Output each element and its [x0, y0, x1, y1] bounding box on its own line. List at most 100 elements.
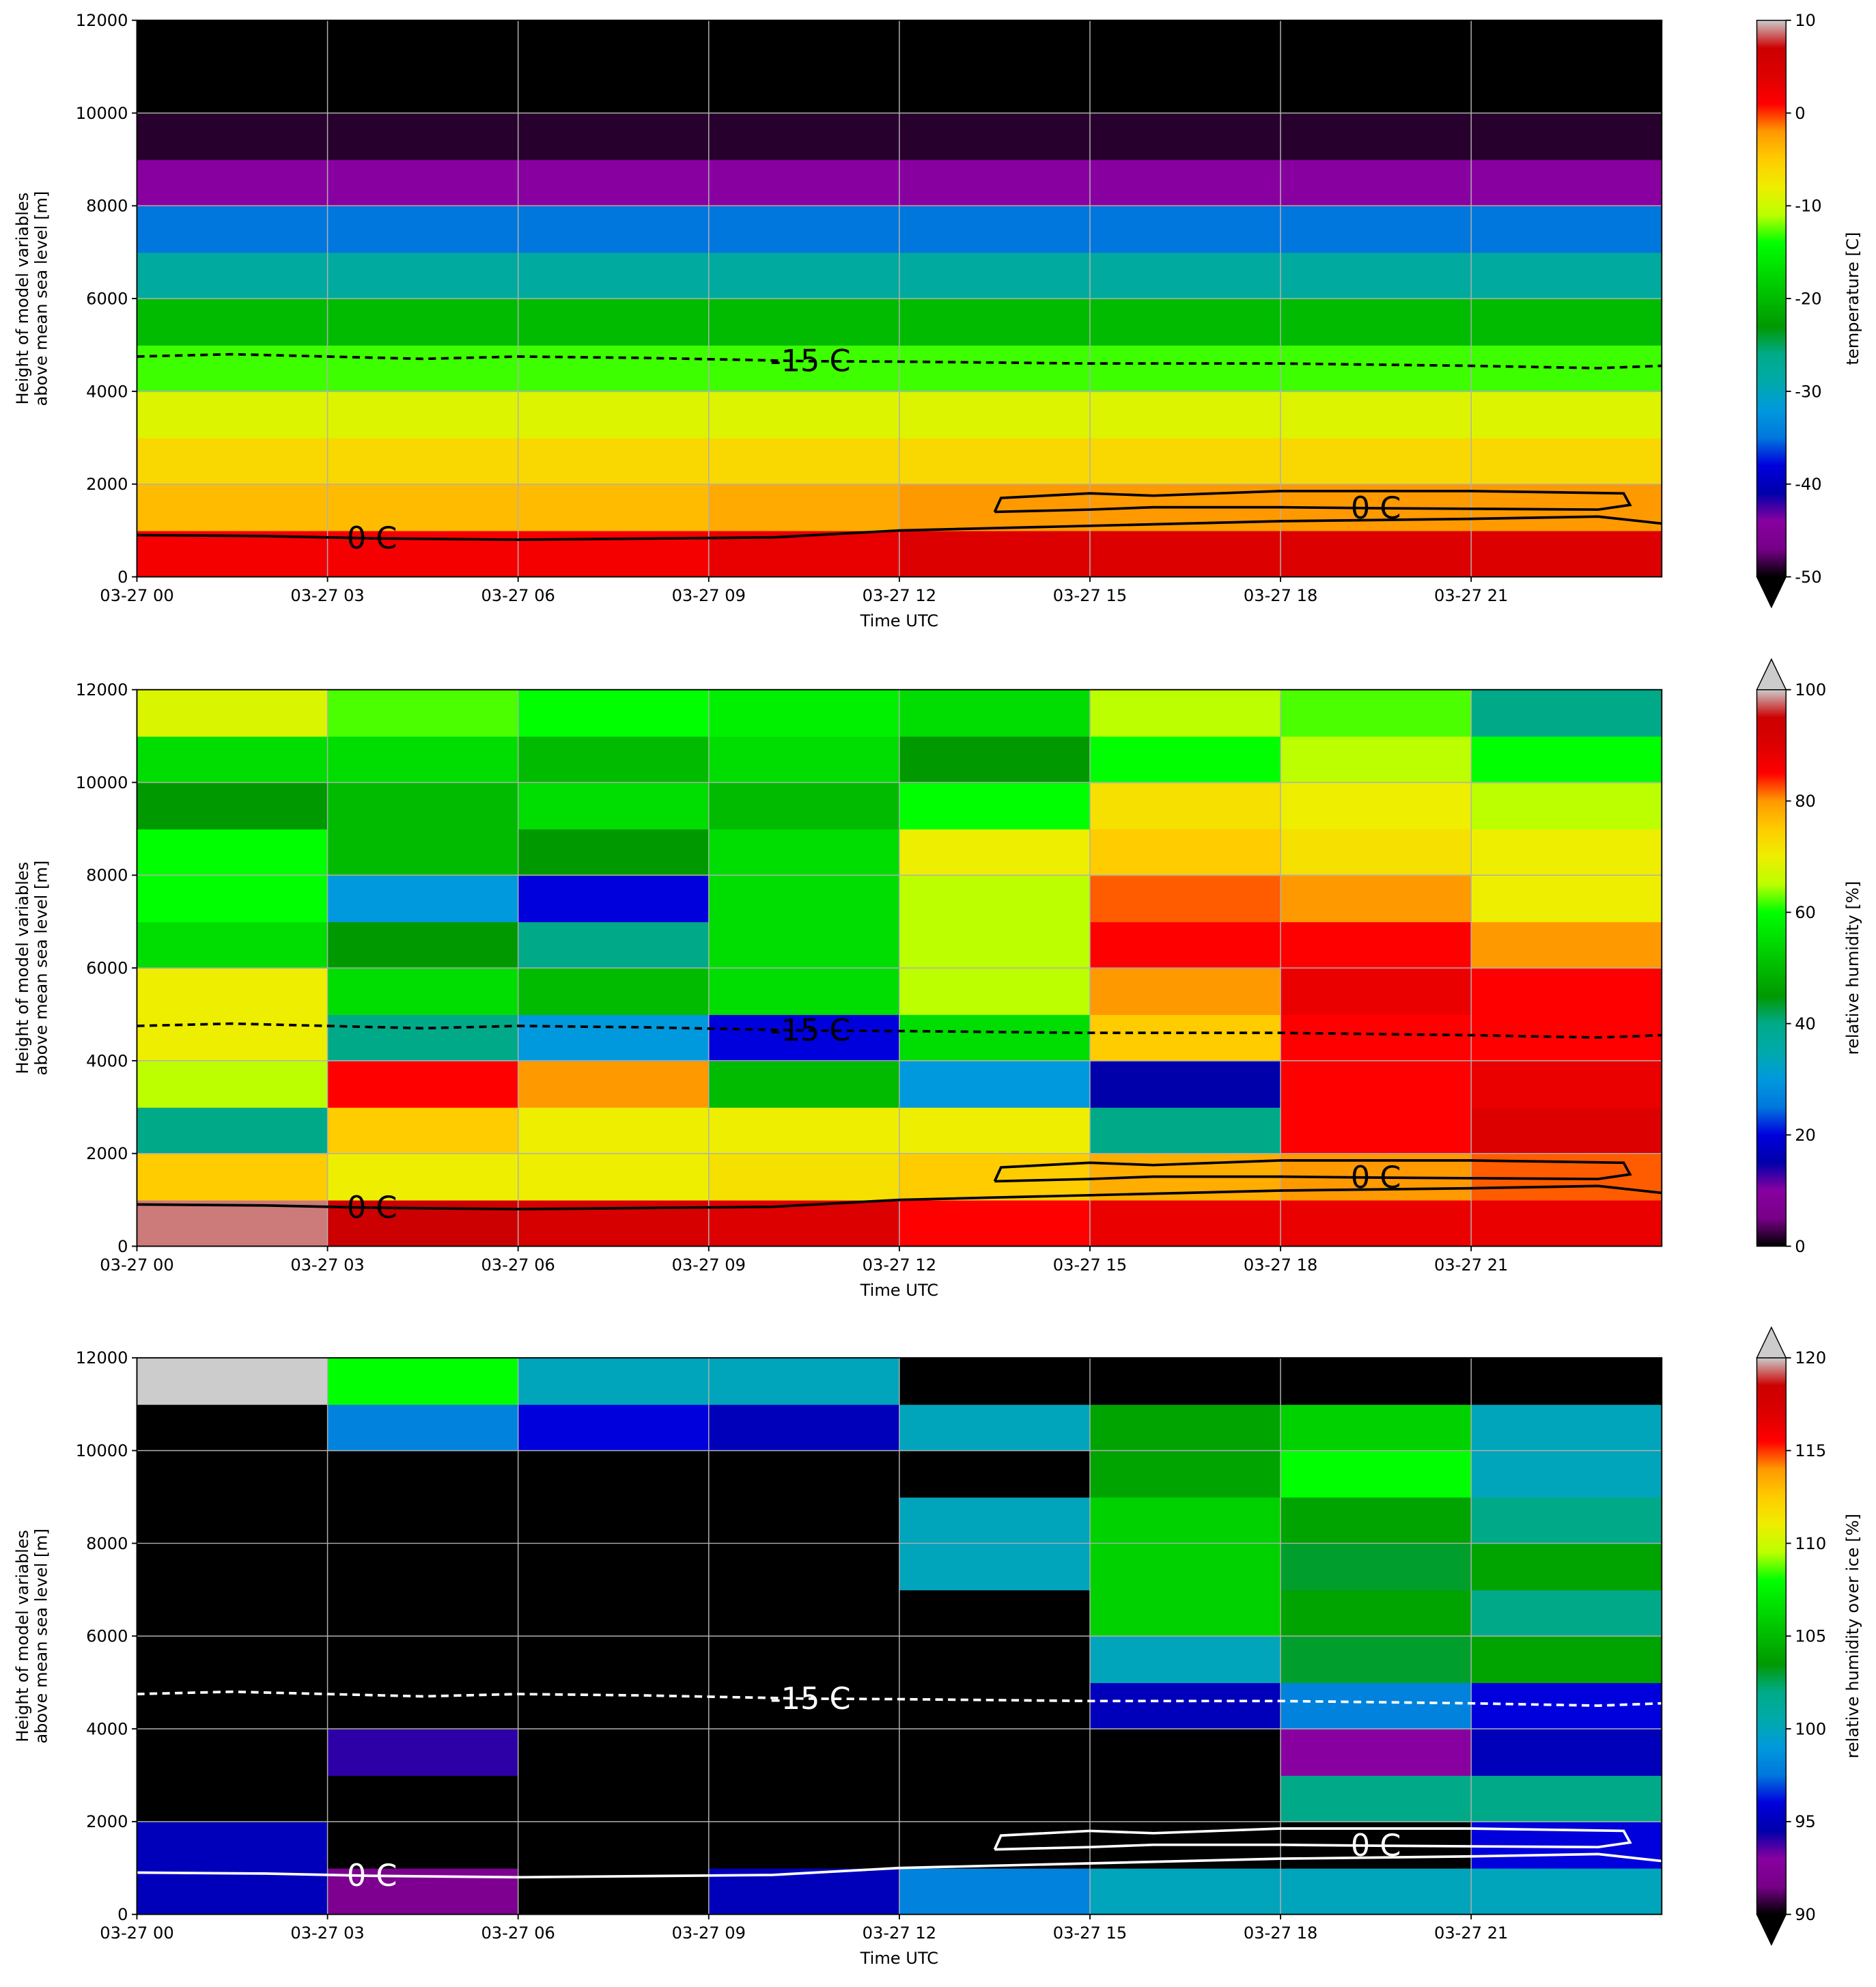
- heatmap-cell: [899, 1729, 1091, 1776]
- heatmap-cell: [327, 1450, 519, 1498]
- heatmap-cell: [137, 530, 328, 577]
- heatmap-cell: [137, 484, 328, 531]
- y-tick-label: 2000: [86, 1144, 128, 1163]
- heatmap-cell: [1280, 875, 1472, 923]
- heatmap-cell: [1089, 20, 1282, 68]
- heatmap-cell: [327, 1060, 519, 1108]
- heatmap-cell: [518, 1729, 710, 1776]
- heatmap-cell: [137, 206, 328, 253]
- colorbar-tick-label: 100: [1795, 1719, 1826, 1738]
- heatmap-cell: [899, 159, 1091, 207]
- x-tick-label: 03-27 06: [481, 1255, 555, 1275]
- heatmap-cell: [899, 782, 1091, 830]
- plot-area: [137, 20, 1662, 577]
- heatmap-cell: [1089, 113, 1282, 161]
- heatmap-cell: [1471, 1867, 1662, 1915]
- heatmap-cell: [1089, 66, 1282, 114]
- colorbar-tick-label: -30: [1795, 382, 1821, 401]
- heatmap-cell: [899, 689, 1091, 737]
- heatmap-cell: [327, 437, 519, 485]
- heatmap-cell: [708, 1404, 900, 1451]
- contour-label: 0 C: [347, 1190, 397, 1225]
- heatmap-cell: [1471, 1589, 1662, 1637]
- heatmap-cell: [518, 1014, 710, 1061]
- contour-line: [137, 515, 1662, 542]
- heatmap-cell: [899, 1821, 1091, 1869]
- heatmap-cell: [708, 1682, 900, 1729]
- heatmap-cell: [137, 159, 328, 207]
- heatmap-cell: [137, 689, 328, 737]
- heatmap-cell: [518, 159, 710, 207]
- heatmap-cell: [327, 1497, 519, 1544]
- heatmap-cell: [137, 66, 328, 114]
- colorbar-tick-label: 10: [1795, 11, 1816, 30]
- heatmap-cell: [708, 437, 900, 485]
- heatmap-cell: [899, 921, 1091, 969]
- heatmap-cell: [327, 1404, 519, 1451]
- heatmap-cell: [327, 391, 519, 439]
- x-tick-label: 03-27 09: [672, 586, 746, 605]
- heatmap-cell: [899, 829, 1091, 876]
- heatmap-cell: [137, 1060, 328, 1108]
- heatmap-cell: [1280, 530, 1472, 577]
- x-tick-label: 03-27 18: [1244, 1923, 1317, 1943]
- heatmap-cell: [137, 1775, 328, 1822]
- heatmap-cell: [899, 1107, 1091, 1154]
- heatmap-cell: [327, 1014, 519, 1061]
- heatmap-cell: [708, 689, 900, 737]
- y-axis-label: above mean sea level [m]: [32, 1529, 51, 1744]
- heatmap-cell: [518, 1153, 710, 1201]
- heatmap-cell: [1089, 391, 1282, 439]
- heatmap-cell: [1471, 530, 1662, 577]
- heatmap-cell: [518, 252, 710, 300]
- x-tick-label: 03-27 03: [290, 1923, 364, 1943]
- heatmap-cell: [1280, 1199, 1472, 1247]
- heatmap-cell: [1280, 921, 1472, 969]
- heatmap-cell: [1089, 1589, 1282, 1637]
- contour-line: [993, 490, 1632, 514]
- heatmap-cell: [708, 736, 900, 783]
- heatmap-cell: [327, 1636, 519, 1684]
- heatmap-cell: [899, 1357, 1091, 1405]
- heatmap-cell: [327, 1153, 519, 1201]
- heatmap-cell: [1471, 689, 1662, 737]
- contour-label: -15 C: [770, 1013, 851, 1048]
- x-tick-label: 03-27 21: [1434, 586, 1508, 605]
- heatmap-cell: [1280, 1729, 1472, 1776]
- colorbar-tick-label: 120: [1795, 1348, 1826, 1367]
- heatmap-cell: [327, 1682, 519, 1729]
- heatmap-cell: [1471, 875, 1662, 923]
- heatmap-cell: [1280, 1775, 1472, 1822]
- y-tick-label: 10000: [76, 104, 128, 123]
- heatmap-cell: [899, 1867, 1091, 1915]
- contour-line: [993, 1827, 1632, 1851]
- heatmap-cell: [899, 1775, 1091, 1822]
- heatmap-cell: [1471, 1682, 1662, 1729]
- heatmap-cell: [327, 921, 519, 969]
- y-axis-label: Height of model variables: [13, 862, 32, 1074]
- heatmap-cell: [327, 252, 519, 300]
- heatmap-cell: [518, 1107, 710, 1154]
- heatmap-cell: [1089, 782, 1282, 830]
- heatmap-cell: [1089, 437, 1282, 485]
- colorbar-tick-label: 110: [1795, 1534, 1826, 1553]
- heatmap-cell: [327, 484, 519, 531]
- colorbar-tick-label: -40: [1795, 475, 1821, 494]
- heatmap-cell: [327, 1775, 519, 1822]
- heatmap-cell: [1471, 829, 1662, 876]
- heatmap-cell: [708, 1497, 900, 1544]
- heatmap-cell: [1471, 252, 1662, 300]
- heatmap-cell: [518, 968, 710, 1015]
- heatmap-cell: [327, 736, 519, 783]
- heatmap-cell: [327, 113, 519, 161]
- colorbar-label: relative humidity over ice [%]: [1843, 1514, 1862, 1758]
- contour-line: [137, 1690, 1662, 1707]
- heatmap-cell: [1471, 1357, 1662, 1405]
- x-tick-label: 03-27 18: [1244, 586, 1317, 605]
- heatmap-cell: [1280, 113, 1472, 161]
- y-tick-label: 4000: [86, 1719, 128, 1738]
- contour-line: [137, 352, 1662, 370]
- plot-area: [137, 689, 1662, 1247]
- heatmap-cell: [327, 689, 519, 737]
- heatmap-cell: [899, 484, 1091, 531]
